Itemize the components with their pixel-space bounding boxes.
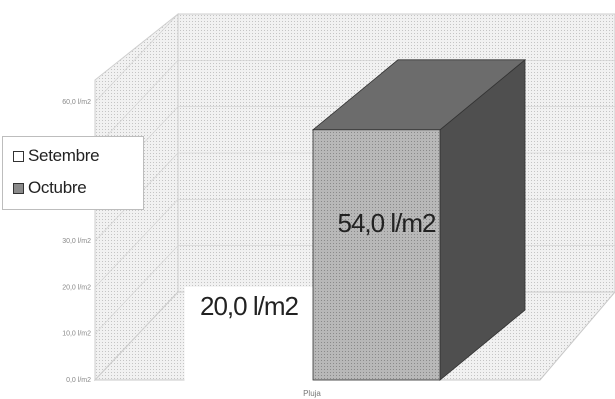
- data-label: 20,0 l/m2: [200, 291, 298, 321]
- y-tick-label: 0,0 l/m2: [66, 377, 91, 384]
- legend-item-octubre: Octubre: [13, 178, 87, 198]
- bar-front: [312, 129, 441, 381]
- data-label: 54,0 l/m2: [338, 208, 436, 238]
- legend-item-setembre: Setembre: [13, 146, 100, 166]
- bar-octubre: 54,0 l/m2: [311, 58, 527, 381]
- bar-setembre: 20,0 l/m2: [184, 286, 314, 381]
- legend-swatch-octubre: [13, 182, 24, 194]
- gridline-side: [94, 199, 179, 288]
- y-tick-label: 60,0 l/m2: [62, 99, 91, 106]
- legend: Setembre Octubre: [2, 136, 144, 210]
- bars: 20,0 l/m2 54,0 l/m2: [184, 58, 527, 381]
- bar-front: [184, 286, 314, 381]
- x-axis-label: Pluja: [303, 389, 321, 398]
- legend-label: Setembre: [28, 146, 100, 165]
- legend-label: Octubre: [28, 178, 87, 197]
- y-tick-label: 10,0 l/m2: [62, 331, 91, 338]
- legend-swatch-setembre: [13, 150, 24, 162]
- gridline-side: [94, 291, 179, 381]
- y-tick-label: 20,0 l/m2: [62, 284, 91, 291]
- y-tick-label: 30,0 l/m2: [62, 238, 91, 245]
- gridline-side: [94, 245, 179, 334]
- gridline-side: [94, 60, 179, 149]
- gridline-side: [94, 13, 179, 103]
